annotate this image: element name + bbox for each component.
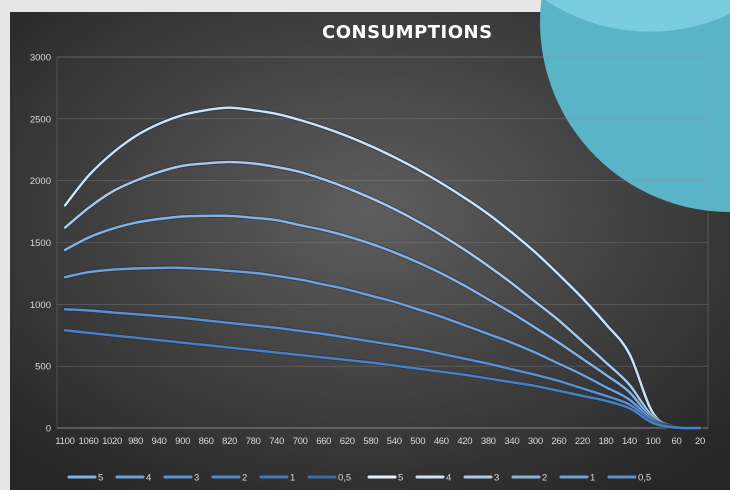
- y-tick-label: 2000: [30, 176, 51, 187]
- legend-label: 0,5: [638, 473, 651, 484]
- x-tick-label: 420: [457, 436, 472, 447]
- y-tick-label: 500: [35, 362, 51, 373]
- series-lines: [63, 105, 702, 431]
- series-line: [63, 329, 702, 430]
- legend-label: 2: [542, 473, 547, 484]
- series-line: [63, 160, 702, 430]
- x-tick-label: 1060: [79, 436, 99, 447]
- y-tick-label: 1500: [30, 238, 51, 249]
- x-tick-label: 380: [481, 436, 496, 447]
- x-tick-label: 140: [622, 436, 637, 447]
- x-tick-label: 20: [695, 436, 705, 447]
- x-tick-label: 580: [363, 436, 378, 447]
- x-tick-label: 260: [551, 436, 566, 447]
- legend-label: 5: [98, 473, 103, 484]
- x-tick-label: 860: [199, 436, 214, 447]
- y-tick-label: 1000: [30, 300, 51, 311]
- x-tick-label: 740: [269, 436, 284, 447]
- series-line: [63, 214, 702, 430]
- x-tick-label: 1100: [55, 436, 74, 447]
- x-tick-label: 340: [504, 436, 519, 447]
- legend: 5 4 3 2 1 0,5 5 4 3 2 1 0,5: [67, 473, 651, 484]
- x-tick-label: 1020: [102, 436, 122, 447]
- legend-label: 4: [146, 473, 151, 484]
- x-tick-label: 660: [316, 436, 331, 447]
- legend-label: 5: [398, 473, 403, 484]
- x-tick-label: 60: [671, 436, 681, 447]
- accent-circle: [540, 0, 730, 212]
- y-tick-label: 3000: [30, 53, 51, 64]
- x-tick-label: 100: [645, 436, 660, 447]
- legend-label: 3: [194, 473, 199, 484]
- accent-circle-rim: [545, 0, 730, 32]
- legend-label: 1: [590, 473, 595, 484]
- x-tick-label: 180: [598, 436, 613, 447]
- x-tick-label: 300: [528, 436, 543, 447]
- legend-label: 1: [290, 473, 295, 484]
- legend-label: 0,5: [338, 473, 351, 484]
- x-tick-label: 460: [434, 436, 449, 447]
- y-tick-label: 2500: [30, 114, 51, 125]
- x-tick-label: 540: [387, 436, 402, 447]
- chart-title: CONSUMPTIONS: [322, 22, 493, 43]
- legend-label: 4: [446, 473, 451, 484]
- series-line: [63, 308, 702, 430]
- axes: 0 500 1000 1500 2000 2500 3000 1100 1060 1020 980 9…: [30, 53, 705, 448]
- x-tick-label: 220: [575, 436, 590, 447]
- series-line: [63, 266, 702, 430]
- x-tick-label: 980: [128, 436, 143, 447]
- x-tick-label: 820: [222, 436, 237, 447]
- series-line: [63, 106, 702, 430]
- gridlines: [56, 0, 730, 429]
- x-tick-label: 940: [152, 436, 167, 447]
- legend-label: 3: [494, 473, 499, 484]
- plot-border: [56, 56, 709, 429]
- x-tick-label: 620: [340, 436, 355, 447]
- x-tick-label: 900: [175, 436, 190, 447]
- legend-label: 2: [242, 473, 247, 484]
- x-tick-label: 700: [293, 436, 308, 447]
- y-tick-label: 0: [46, 424, 51, 435]
- x-tick-label: 500: [410, 436, 425, 447]
- x-tick-label: 780: [246, 436, 261, 447]
